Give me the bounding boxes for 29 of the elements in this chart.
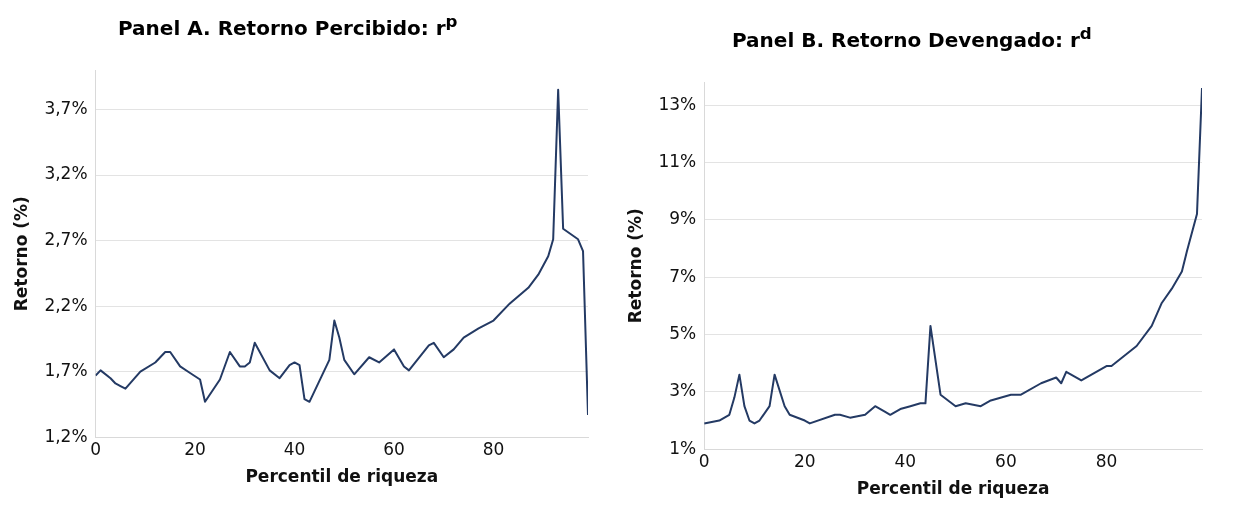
x-tick-label: 40 (894, 450, 917, 471)
y-tick-label: 2,7% (44, 229, 88, 250)
x-tick-label: 20 (793, 450, 816, 471)
x-tick-label: 40 (283, 438, 306, 459)
y-tick-label: 9% (669, 208, 697, 229)
y-axis-title: Retorno (%) (624, 208, 645, 324)
y-tick-label: 3% (669, 380, 697, 401)
y-tick-label: 1,7% (44, 360, 88, 381)
y-tick-label: 1,2% (44, 425, 88, 446)
y-tick-label: 2,2% (44, 294, 88, 315)
x-tick-label: 20 (184, 438, 206, 459)
chart-title: Panel B. Retorno Devengado: r$^{d}$ (731, 23, 1093, 54)
x-tick-label: 60 (383, 438, 405, 459)
x-tick-label: 0 (698, 450, 710, 471)
y-tick-label: 3,7% (44, 97, 88, 118)
y-tick-label: 11% (658, 150, 697, 171)
y-tick-label: 1% (669, 437, 697, 458)
y-tick-label: 7% (669, 265, 697, 286)
chart-title: Panel A. Retorno Percibido: r$^{p}$ (117, 11, 459, 42)
x-tick-label: 80 (1095, 450, 1118, 471)
x-axis-title: Percentil de riqueza (856, 478, 1050, 499)
x-tick-label: 60 (995, 450, 1017, 471)
x-tick-label: 80 (482, 438, 505, 459)
y-tick-label: 3,2% (44, 163, 88, 184)
y-tick-label: 5% (669, 322, 697, 343)
x-axis-title: Percentil de riqueza (245, 466, 439, 487)
y-tick-label: 13% (658, 93, 697, 114)
x-tick-label: 0 (90, 438, 101, 459)
y-axis-title: Retorno (%) (10, 196, 31, 312)
